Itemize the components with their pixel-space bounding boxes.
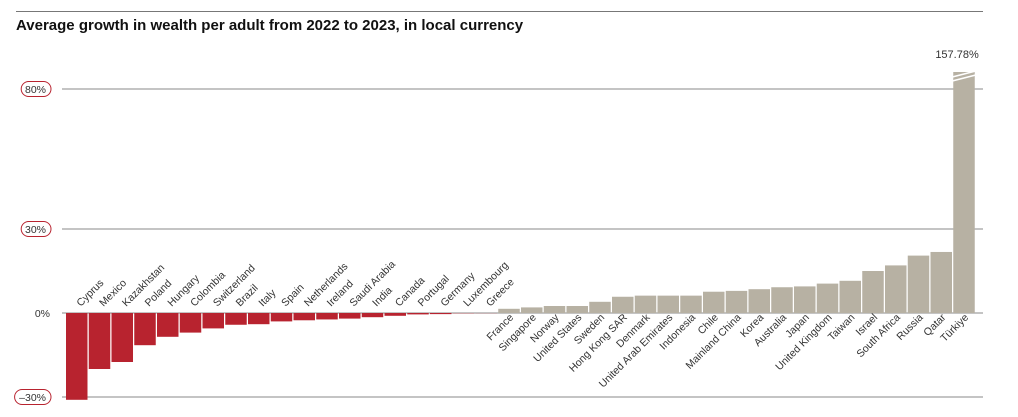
bar-united-arab-emirates (657, 295, 679, 313)
bar-india (361, 313, 384, 318)
gridlines (62, 88, 983, 398)
bar-israel (862, 271, 884, 313)
bar-italy (248, 313, 270, 325)
bar-brazil (225, 313, 247, 325)
bar-australia (771, 287, 793, 313)
bar-south-africa (885, 265, 907, 313)
bar-hungary (157, 313, 179, 337)
bar-united-states (566, 306, 588, 313)
bar-turkiye (953, 72, 975, 313)
bar-portugal (407, 313, 429, 315)
bar-saudi-arabia (339, 313, 361, 319)
bar-japan (794, 286, 816, 313)
bar-mexico (88, 313, 111, 369)
bar-qatar (930, 251, 952, 313)
bar-indonesia (680, 295, 702, 313)
axis-break-mark (952, 70, 976, 78)
bar-hong-kong-sar (612, 296, 634, 313)
y-axis-ticks: 80% 30% 0% –30% (14, 81, 52, 405)
bar-chile (703, 291, 725, 313)
bar-taiwan (839, 280, 861, 313)
bar-korea (748, 289, 770, 313)
bar-norway (543, 306, 566, 313)
bars (66, 70, 976, 400)
bar-singapore (521, 307, 543, 313)
bar-canada (384, 313, 406, 316)
chart-title: Average growth in wealth per adult from … (16, 17, 524, 34)
bar-ireland (316, 313, 338, 320)
axis-break-mark (952, 74, 976, 82)
y-tick-label: 30% (25, 224, 46, 236)
y-tick-label: –30% (19, 392, 46, 404)
y-tick-box (20, 81, 52, 97)
bar-kazakhstan (111, 313, 133, 362)
category-label-spain: Spain (279, 282, 307, 310)
bar-netherlands (293, 313, 315, 321)
bar-spain (270, 313, 293, 322)
bar-colombia (179, 313, 202, 333)
bar-russia (907, 255, 930, 313)
category-label-russia: Russia (894, 312, 925, 343)
bar-united-kingdom (816, 283, 839, 313)
value-annotation: 157.78% (935, 49, 979, 61)
y-tick-label: 80% (25, 84, 46, 96)
bar-switzerland (202, 313, 224, 329)
top-rule (16, 11, 983, 12)
y-tick-label: 0% (35, 308, 50, 320)
y-tick-box (20, 221, 52, 237)
bar-france (498, 308, 520, 313)
bar-denmark (634, 295, 657, 313)
bar-mainland-china (725, 290, 748, 313)
bar-sweden (589, 301, 611, 313)
bar-poland (134, 313, 156, 346)
bar-germany (430, 313, 452, 315)
annotations: 157.78% (935, 49, 979, 61)
bar-cyprus (66, 313, 88, 400)
y-tick-box (14, 389, 52, 405)
